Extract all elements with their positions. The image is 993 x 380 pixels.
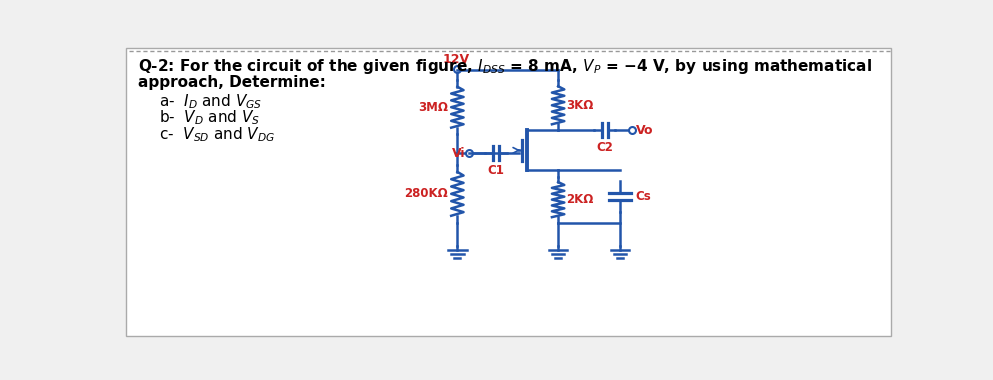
Text: C2: C2: [596, 141, 613, 154]
Text: Vi: Vi: [453, 147, 466, 160]
Text: 3KΩ: 3KΩ: [566, 99, 593, 112]
Text: Q-2: For the circuit of the given figure, $I_{DSS}$ = 8 mA, $V_P$ = −4 V, by usi: Q-2: For the circuit of the given figure…: [138, 57, 872, 76]
Text: 3MΩ: 3MΩ: [418, 101, 448, 114]
Text: 2KΩ: 2KΩ: [566, 193, 593, 206]
Text: C1: C1: [488, 164, 504, 177]
Text: a-  $I_D$ and $V_{GS}$: a- $I_D$ and $V_{GS}$: [159, 92, 262, 111]
Text: Cs: Cs: [636, 190, 651, 203]
Text: b-  $V_D$ and $V_S$: b- $V_D$ and $V_S$: [159, 109, 260, 127]
Text: 12V: 12V: [442, 52, 470, 66]
Text: 280KΩ: 280KΩ: [404, 187, 448, 200]
FancyBboxPatch shape: [126, 48, 892, 336]
Text: approach, Determine:: approach, Determine:: [138, 75, 326, 90]
Text: Vo: Vo: [636, 124, 653, 137]
Text: c-  $V_{SD}$ and $V_{DG}$: c- $V_{SD}$ and $V_{DG}$: [159, 126, 275, 144]
